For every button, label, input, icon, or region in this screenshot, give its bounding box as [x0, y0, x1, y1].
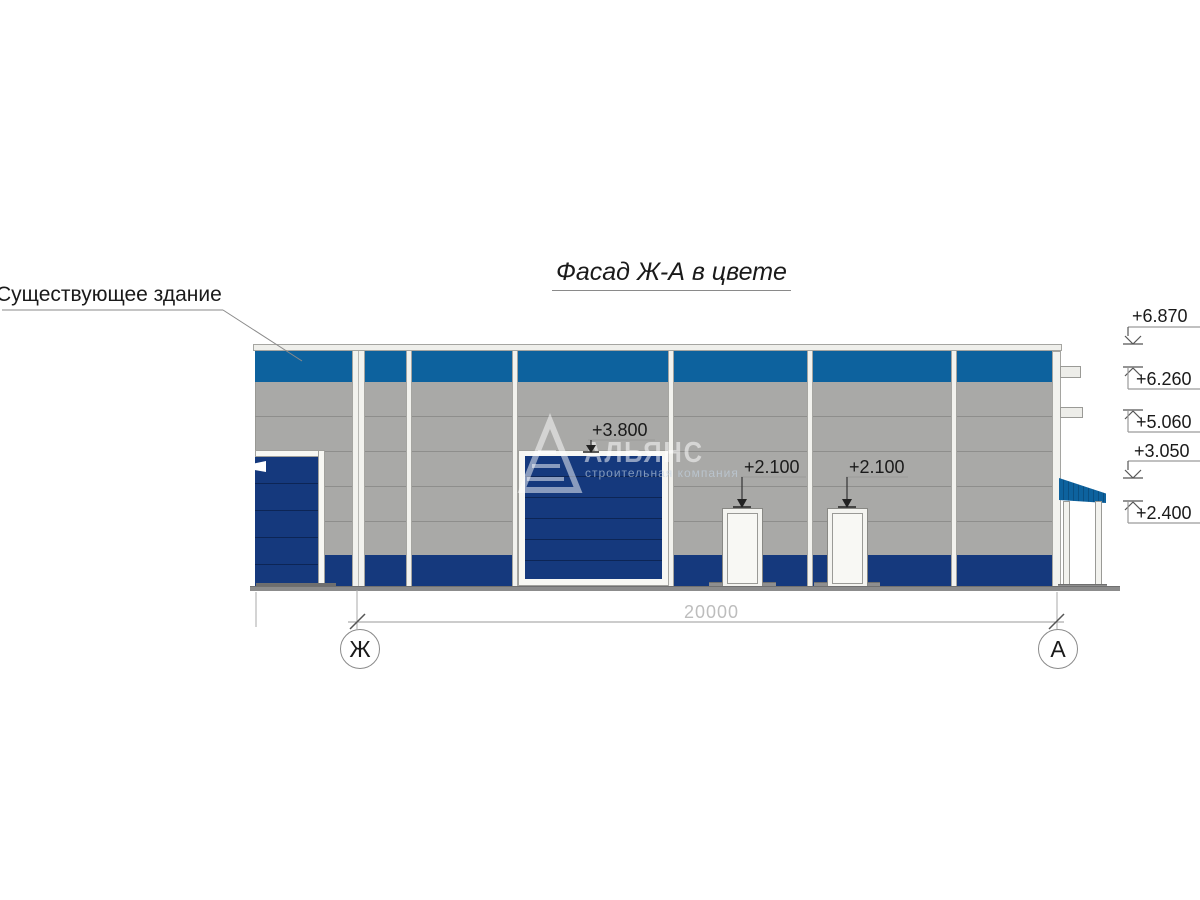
top-blue-band: [255, 351, 1060, 382]
elevation-label-3050: +3.050: [1134, 441, 1190, 461]
panel-seam: [255, 416, 1060, 417]
dimension-value: 20000: [684, 602, 740, 622]
axis-label-zh: Ж: [349, 635, 371, 662]
existing-building-label: Существующее здание: [0, 283, 222, 306]
elevation-label-6870: +6.870: [1132, 306, 1188, 326]
main-gate-panel: [525, 456, 662, 579]
beam-tab-lower: [1060, 407, 1083, 418]
drawing-title: Фасад Ж-А в цвете: [552, 258, 791, 291]
right-corner-trim: [1052, 351, 1061, 587]
elevation-mark-3050: [1123, 460, 1200, 479]
axis-label-a: А: [1050, 635, 1066, 662]
mullion: [807, 351, 813, 586]
left-gate-frame-top: [255, 450, 325, 457]
left-gate-frame-side: [318, 450, 325, 586]
left-gate-panel: [255, 457, 318, 585]
ground-line: [250, 586, 1120, 591]
door-1-leaf: [727, 513, 758, 584]
axis-bubble-a: А: [1038, 629, 1078, 669]
canopy-post: [1063, 501, 1070, 586]
elevation-mark-6870: [1123, 326, 1200, 345]
elevation-label-6260: +6.260: [1136, 369, 1192, 389]
door-2-level-label: +2.100: [849, 457, 905, 477]
parapet-cap: [253, 344, 1062, 351]
dimension-line: [255, 590, 1065, 630]
watermark-name: АЛЬЯНС: [584, 437, 704, 469]
mullion: [668, 351, 674, 586]
mullion: [512, 351, 518, 586]
elevation-label-2400: +2.400: [1136, 503, 1192, 523]
entrance-canopy-roof: [1059, 478, 1106, 503]
beam-tab-upper: [1060, 366, 1081, 378]
axis-bubble-zh: Ж: [340, 629, 380, 669]
mullion: [951, 351, 957, 586]
canopy-post: [1095, 501, 1102, 586]
entrance-door-1: [722, 508, 763, 587]
axis-zh-column: [352, 351, 365, 588]
door-1-level-label: +2.100: [744, 457, 800, 477]
gate-top-level-label: +3.800: [592, 420, 648, 440]
watermark-subtitle: строительная компания: [585, 466, 739, 480]
mullion: [406, 351, 412, 586]
entrance-door-2: [827, 508, 868, 587]
door-2-leaf: [832, 513, 863, 584]
elevation-label-5060: +5.060: [1136, 412, 1192, 432]
